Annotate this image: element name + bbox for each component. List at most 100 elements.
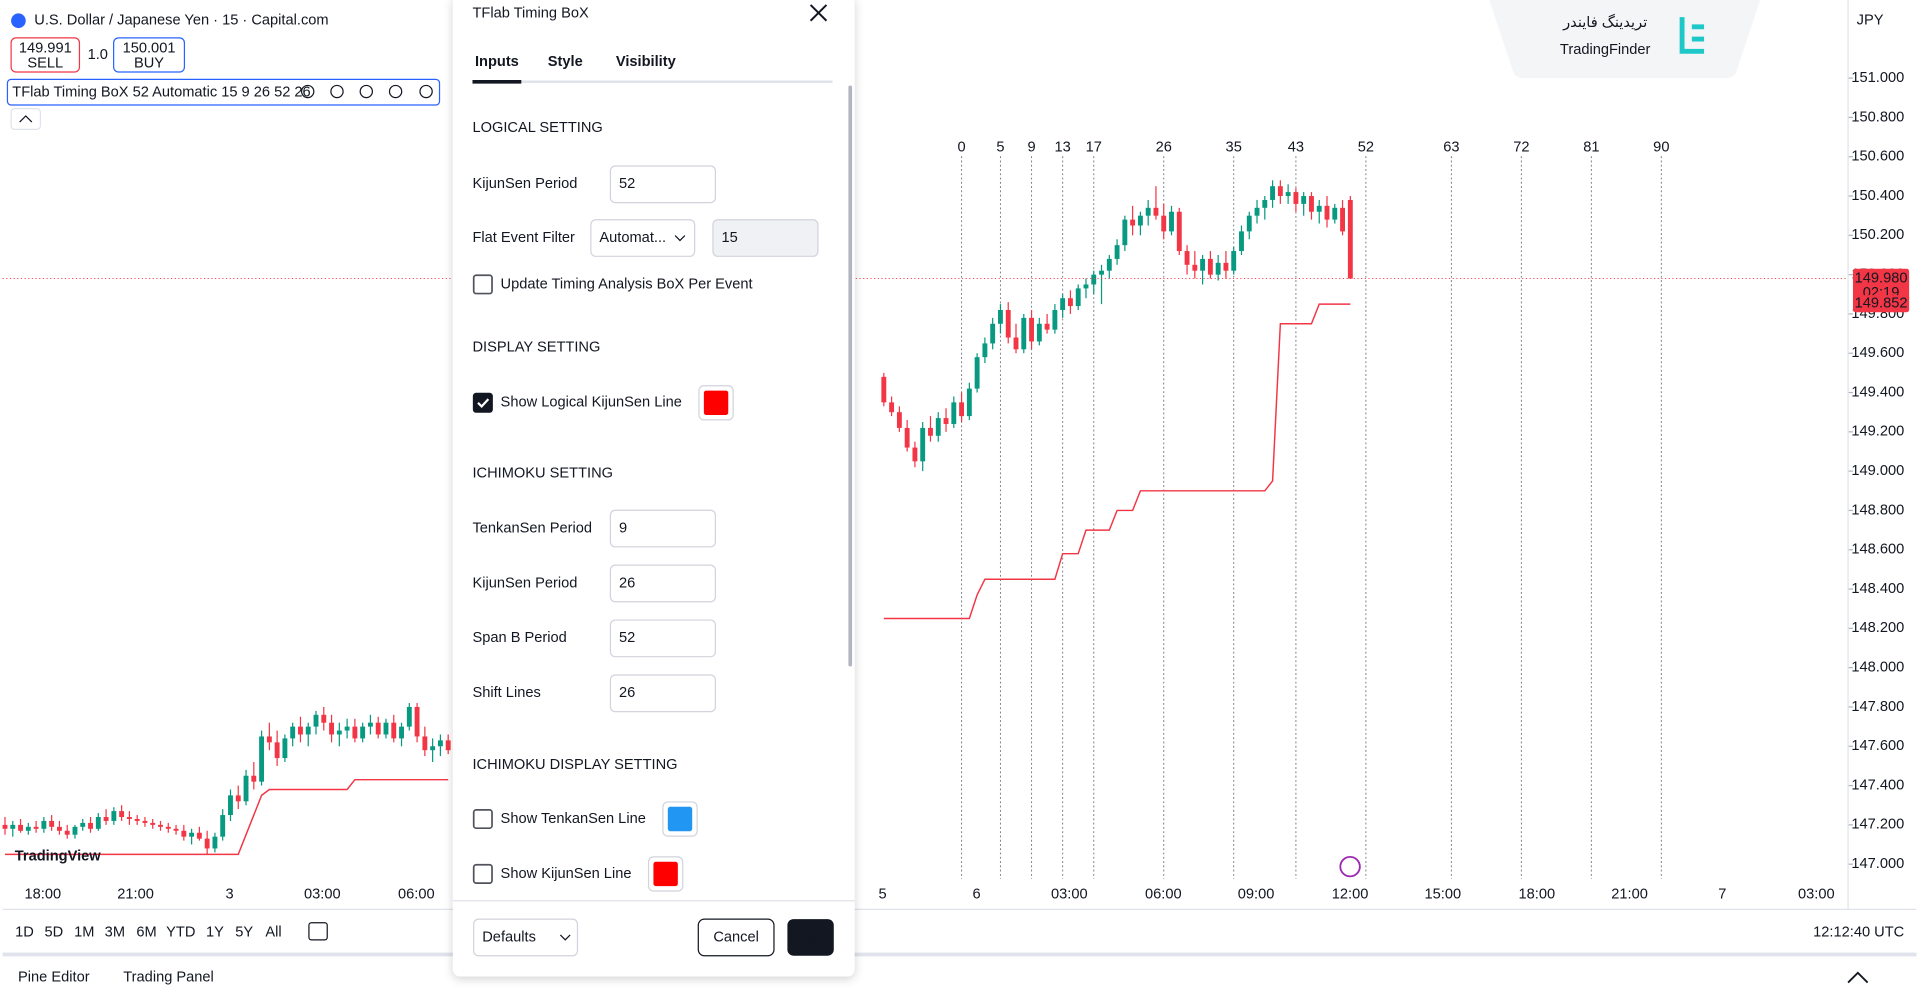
input-box[interactable] (609, 619, 716, 658)
candle-body (329, 722, 334, 735)
collapse-button[interactable] (10, 108, 42, 130)
panel-toggle[interactable] (1847, 971, 1869, 984)
sell-price: 149.991 (19, 41, 72, 57)
candle-body (406, 706, 412, 727)
candle-body (1285, 192, 1291, 197)
ok-button[interactable] (787, 919, 834, 956)
y-tick-label: 147.400 (1851, 777, 1904, 793)
y-tick-label: 147.200 (1851, 817, 1904, 833)
range-button[interactable]: 5D (44, 924, 63, 940)
legend-icon[interactable] (300, 84, 315, 99)
cycle-label: 63 (1443, 140, 1459, 156)
candle-body (119, 811, 125, 818)
collapse-icon (19, 115, 33, 123)
input-box[interactable] (609, 674, 716, 713)
range-button[interactable]: YTD (166, 924, 195, 940)
checkbox-label[interactable]: Update Timing Analysis BoX Per Event (501, 276, 753, 292)
cycle-label: 90 (1653, 140, 1669, 156)
x-tick-label: 21:00 (117, 887, 154, 903)
checkbox[interactable] (472, 863, 493, 884)
candle-body (414, 706, 420, 737)
currency: JPY (1857, 13, 1884, 29)
logo-mark (1679, 17, 1705, 54)
range-button[interactable]: 1M (74, 924, 94, 940)
input-value[interactable]: 26 (619, 685, 635, 701)
candle-body (1021, 317, 1027, 350)
y-tick-label: 150.800 (1851, 109, 1904, 125)
candle-body (1145, 207, 1151, 216)
checkbox[interactable] (472, 809, 493, 830)
x-tick-label: 09:00 (1238, 887, 1275, 903)
candle-body (1246, 215, 1252, 232)
x-tick-label: 03:00 (1051, 887, 1088, 903)
candle-body (1316, 205, 1322, 212)
x-tick-label: 18:00 (1519, 887, 1556, 903)
footer-tab[interactable]: Pine Editor (18, 970, 90, 986)
range-button[interactable]: All (265, 924, 281, 940)
range-button[interactable]: 3M (105, 924, 125, 940)
cancel-label: Cancel (713, 929, 759, 945)
select-value[interactable]: Automat... (599, 230, 666, 246)
candle-body (1114, 245, 1120, 259)
date-range-icon[interactable] (308, 922, 328, 941)
candle-body (1254, 207, 1260, 216)
cycle-label: 13 (1055, 140, 1071, 156)
legend-icon[interactable] (330, 84, 344, 99)
range-button[interactable]: 1Y (206, 924, 224, 940)
checkbox-label[interactable]: Show KijunSen Line (501, 866, 632, 882)
candle-body (1067, 298, 1073, 307)
candle-body (189, 832, 195, 837)
cycle-label: 5 (996, 140, 1004, 156)
legend-icon[interactable] (388, 84, 403, 99)
candle-body (1293, 192, 1299, 204)
input-box[interactable] (609, 509, 716, 548)
input-label: TenkanSen Period (472, 520, 592, 536)
legend-icon[interactable] (359, 84, 374, 99)
candle-body (80, 822, 86, 827)
input-box[interactable] (609, 564, 716, 603)
input-value[interactable]: 52 (619, 176, 635, 192)
candle-body (336, 730, 342, 735)
input-box[interactable] (590, 219, 696, 257)
candle-body (1270, 186, 1276, 200)
kijun-line (883, 303, 1351, 620)
alert-icon[interactable] (1339, 855, 1361, 878)
candle-body (445, 740, 451, 751)
range-button[interactable]: 1D (15, 924, 34, 940)
indicator-legend[interactable] (6, 78, 441, 106)
cancel-button[interactable] (697, 918, 775, 957)
candle-body (1231, 251, 1237, 271)
candle-body (243, 775, 249, 802)
candle-body (1176, 211, 1182, 252)
buy-button[interactable] (113, 37, 186, 73)
input-box[interactable] (609, 165, 716, 204)
checkbox[interactable] (472, 392, 493, 413)
input-value[interactable]: 52 (619, 630, 635, 646)
symbol-icon (11, 13, 26, 29)
candle-body (25, 826, 31, 831)
candle-body (158, 824, 163, 827)
dialog-tab[interactable]: Inputs (475, 54, 519, 70)
cycle-label: 0 (958, 140, 966, 156)
close-button[interactable] (809, 4, 828, 22)
dialog-tab[interactable]: Style (548, 54, 583, 70)
range-button[interactable]: 5Y (235, 924, 253, 940)
legend-icon[interactable] (419, 84, 433, 99)
candle-body (430, 746, 436, 751)
candle-body (1060, 298, 1066, 311)
input-value[interactable]: 26 (619, 575, 635, 591)
input-value[interactable]: 9 (619, 520, 627, 536)
candle-body (18, 824, 23, 831)
footer-tab[interactable]: Trading Panel (123, 970, 214, 986)
defaults-button[interactable] (473, 918, 579, 957)
range-button[interactable]: 6M (136, 924, 156, 940)
candle-body (1083, 284, 1089, 289)
dialog-tab[interactable]: Visibility (616, 54, 677, 70)
checkbox-label[interactable]: Show Logical KijunSen Line (501, 395, 682, 411)
input-box (712, 219, 819, 257)
checkbox-label[interactable]: Show TenkanSen Line (501, 811, 646, 827)
checkbox[interactable] (472, 274, 493, 295)
candle-body (142, 820, 148, 823)
sell-button[interactable] (10, 37, 81, 73)
sell-label: SELL (27, 55, 63, 71)
